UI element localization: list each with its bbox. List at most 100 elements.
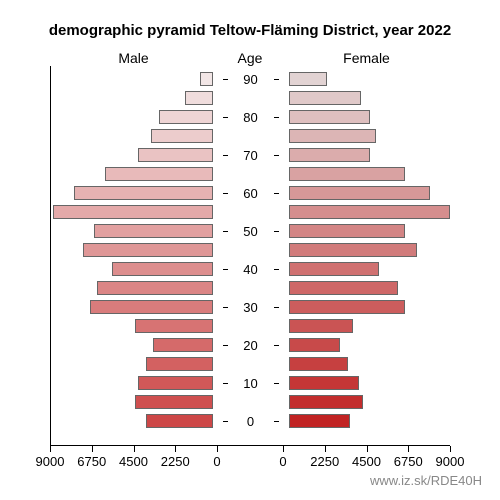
age-tick-mark: [274, 345, 279, 346]
age-tick-mark: [274, 117, 279, 118]
male-bar: [146, 357, 213, 371]
female-bar: [289, 395, 363, 409]
female-header: Female: [283, 50, 450, 66]
age-tick-mark: [223, 231, 228, 232]
x-tick-label: 0: [213, 454, 220, 469]
x-tick-label: 2250: [310, 454, 339, 469]
x-tick-label: 4500: [119, 454, 148, 469]
female-bar: [289, 205, 450, 219]
x-tick-label: 6750: [394, 454, 423, 469]
female-bar: [289, 338, 341, 352]
age-axis: 90 80 70 60 50 40 30 20 10 0: [223, 66, 279, 445]
x-tick-label: 9000: [36, 454, 65, 469]
age-tick-mark: [223, 383, 228, 384]
male-bar: [112, 262, 212, 276]
x-tick-mark: [325, 446, 326, 452]
age-tick-mark: [274, 307, 279, 308]
age-tick-label: 60: [223, 187, 279, 200]
male-bar: [153, 338, 212, 352]
age-tick-mark: [223, 307, 228, 308]
female-bar: [289, 186, 430, 200]
female-bar: [289, 148, 371, 162]
age-tick-label: 80: [223, 111, 279, 124]
female-bar: [289, 167, 406, 181]
x-tick-mark: [134, 446, 135, 452]
age-tick-label: 0: [223, 415, 279, 428]
x-tick-label: 0: [279, 454, 286, 469]
age-tick-label: 20: [223, 339, 279, 352]
age-tick-label: 10: [223, 377, 279, 390]
female-bar: [289, 129, 376, 143]
female-bars-column: [289, 66, 451, 445]
male-bar: [138, 148, 212, 162]
male-bars-column: [51, 66, 213, 445]
age-tick-label: 70: [223, 149, 279, 162]
age-tick-mark: [274, 383, 279, 384]
chart-title: demographic pyramid Teltow-Fläming Distr…: [0, 22, 500, 39]
plot-area: 90 80 70 60 50 40 30 20 10 0: [50, 66, 450, 446]
age-tick-mark: [274, 155, 279, 156]
pyramid-chart: demographic pyramid Teltow-Fläming Distr…: [0, 0, 500, 500]
female-bar: [289, 91, 361, 105]
male-bar: [159, 110, 213, 124]
female-bar: [289, 281, 398, 295]
watermark: www.iz.sk/RDE40H: [370, 473, 482, 488]
x-tick-label: 9000: [436, 454, 465, 469]
x-tick-mark: [50, 446, 51, 452]
age-tick-label: 40: [223, 263, 279, 276]
female-bar: [289, 72, 327, 86]
male-header: Male: [50, 50, 217, 66]
male-bar: [90, 300, 212, 314]
age-tick-label: 30: [223, 301, 279, 314]
male-bar: [185, 91, 213, 105]
male-bar: [138, 376, 212, 390]
age-tick-mark: [223, 79, 228, 80]
age-tick-label: 90: [223, 73, 279, 86]
age-tick-mark: [223, 345, 228, 346]
x-tick-mark: [283, 446, 284, 452]
age-tick-mark: [274, 193, 279, 194]
female-bar: [289, 414, 350, 428]
female-bar: [289, 357, 348, 371]
female-bar: [289, 376, 360, 390]
male-bar: [105, 167, 213, 181]
male-bar: [200, 72, 213, 86]
male-bar: [97, 281, 212, 295]
x-tick-label: 6750: [77, 454, 106, 469]
male-bar: [135, 395, 213, 409]
x-tick-mark: [408, 446, 409, 452]
age-tick-mark: [223, 269, 228, 270]
age-header: Age: [222, 50, 278, 66]
male-bar: [135, 319, 213, 333]
age-tick-mark: [274, 269, 279, 270]
female-bar: [289, 224, 406, 238]
female-bar: [289, 319, 354, 333]
male-bar: [146, 414, 213, 428]
age-gap-left: [213, 66, 223, 445]
male-bar: [83, 243, 213, 257]
x-tick-label: 4500: [352, 454, 381, 469]
age-tick-mark: [274, 421, 279, 422]
female-bar: [289, 243, 417, 257]
male-bar: [53, 205, 213, 219]
x-tick-label: 2250: [161, 454, 190, 469]
x-tick-mark: [175, 446, 176, 452]
age-tick-mark: [223, 421, 228, 422]
male-bar: [151, 129, 212, 143]
age-gap-right: [279, 66, 289, 445]
age-tick-mark: [274, 79, 279, 80]
age-tick-label: 50: [223, 225, 279, 238]
age-tick-mark: [274, 231, 279, 232]
x-tick-mark: [92, 446, 93, 452]
age-tick-mark: [223, 155, 228, 156]
x-tick-mark: [450, 446, 451, 452]
female-bar: [289, 262, 380, 276]
male-bar: [94, 224, 213, 238]
female-bar: [289, 110, 371, 124]
x-axis: 9000675045002250002250450067509000: [50, 446, 450, 476]
x-tick-mark: [217, 446, 218, 452]
female-bar: [289, 300, 406, 314]
age-tick-mark: [223, 117, 228, 118]
age-tick-mark: [223, 193, 228, 194]
male-bar: [74, 186, 212, 200]
